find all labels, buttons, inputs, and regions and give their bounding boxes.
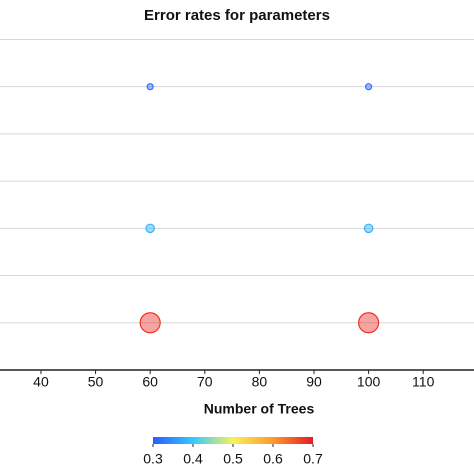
x-tick-label: 110: [412, 374, 435, 390]
x-tick-label: 70: [197, 374, 213, 390]
colorbar-tick-label: 0.4: [183, 451, 203, 467]
colorbar-tick-label: 0.3: [143, 451, 163, 467]
x-tick-label: 100: [357, 374, 381, 390]
bubble: [358, 312, 380, 334]
colorbar-tick-label: 0.6: [263, 451, 283, 467]
bubble: [363, 223, 374, 234]
colorbar-tick-label: 0.5: [223, 451, 243, 467]
x-tick-label: 40: [33, 374, 49, 390]
x-tick-label: 80: [252, 374, 268, 390]
bubble: [145, 223, 155, 234]
x-tick-label: 90: [306, 374, 322, 390]
colorbar: [153, 437, 313, 444]
bubble: [139, 312, 161, 334]
bubble: [146, 83, 154, 91]
x-tick-label: 50: [88, 374, 104, 390]
x-axis-title: Number of Trees: [204, 401, 315, 417]
chart-title: Error rates for parameters: [144, 7, 330, 24]
colorbar-tick-label: 0.7: [303, 451, 323, 467]
x-tick-label: 60: [142, 374, 158, 390]
bubble: [365, 83, 373, 91]
